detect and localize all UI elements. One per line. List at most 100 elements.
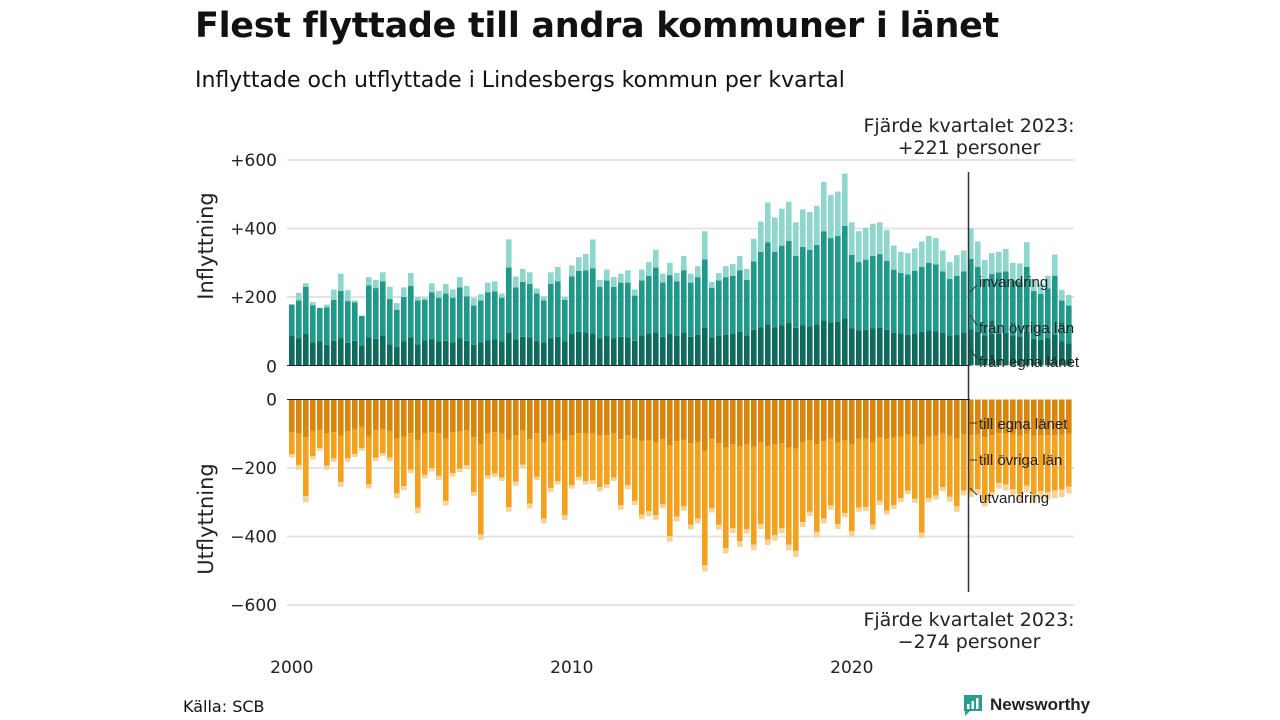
outflow-bars [289, 399, 1072, 572]
y-tick-label: +600 [230, 151, 277, 171]
bar-inflow-own-county [576, 331, 582, 366]
bar-outflow-own-county [1059, 399, 1065, 435]
bar-outflow-own-county [821, 399, 827, 442]
bar-inflow-immigration [1045, 275, 1051, 289]
bar-outflow-other-counties [842, 440, 848, 514]
bar-outflow-other-counties [590, 433, 596, 481]
bar-outflow-own-county [492, 399, 498, 433]
bar-outflow-emigration [954, 506, 960, 512]
bar-outflow-own-county [961, 399, 967, 435]
x-tick-label: 2020 [830, 658, 873, 678]
bar-outflow-emigration [975, 489, 981, 495]
bar-outflow-other-counties [1003, 433, 1009, 485]
bar-outflow-emigration [793, 550, 799, 558]
inflow-axis-title: Inflyttning [194, 192, 218, 299]
bar-outflow-emigration [289, 454, 295, 458]
bar-inflow-immigration [975, 241, 981, 267]
bar-outflow-other-counties [821, 441, 827, 519]
bar-inflow-own-county [324, 344, 330, 366]
bar-outflow-other-counties [926, 436, 932, 499]
bar-outflow-other-counties [597, 435, 603, 488]
bar-outflow-own-county [793, 399, 799, 449]
annotation-bottom-line2: −274 personer [898, 631, 1041, 653]
bar-outflow-emigration [814, 531, 820, 538]
bar-outflow-own-county [387, 399, 393, 432]
bar-inflow-other-counties [590, 268, 596, 334]
bar-inflow-immigration [471, 298, 477, 306]
bar-outflow-other-counties [688, 443, 694, 525]
bar-inflow-immigration [905, 253, 911, 275]
bar-outflow-own-county [352, 399, 358, 430]
bar-outflow-other-counties [1045, 435, 1051, 492]
bar-outflow-own-county [499, 399, 505, 434]
bar-outflow-own-county [604, 399, 610, 436]
bar-outflow-emigration [478, 534, 484, 540]
bar-inflow-own-county [436, 341, 442, 366]
bar-outflow-other-counties [884, 439, 890, 511]
bar-inflow-immigration [1017, 263, 1023, 282]
bar-inflow-other-counties [842, 225, 848, 319]
bar-outflow-own-county [296, 399, 302, 434]
bar-inflow-immigration [555, 266, 561, 282]
bar-outflow-other-counties [408, 433, 414, 470]
bar-outflow-own-county [765, 399, 771, 447]
bar-inflow-other-counties [821, 231, 827, 321]
bar-inflow-other-counties [828, 238, 834, 323]
bar-inflow-own-county [352, 340, 358, 366]
bar-outflow-other-counties [450, 432, 456, 474]
bar-outflow-other-counties [296, 433, 302, 465]
bar-outflow-own-county [317, 399, 323, 431]
bar-outflow-other-counties [527, 439, 533, 504]
bar-outflow-emigration [331, 458, 337, 462]
bar-inflow-own-county [723, 334, 729, 366]
bar-outflow-emigration [947, 496, 953, 502]
bar-inflow-other-counties [1017, 281, 1023, 337]
bar-inflow-own-county [842, 318, 848, 366]
bar-outflow-other-counties [429, 432, 435, 468]
bar-outflow-own-county [933, 399, 939, 436]
bar-outflow-emigration [772, 535, 778, 541]
bar-outflow-emigration [618, 504, 624, 510]
bar-outflow-own-county [758, 399, 764, 443]
bar-outflow-other-counties [807, 439, 813, 512]
bar-outflow-own-county [478, 399, 484, 445]
bar-outflow-own-county [345, 399, 351, 432]
bar-inflow-other-counties [359, 315, 365, 346]
bar-inflow-other-counties [835, 236, 841, 322]
bar-inflow-own-county [968, 329, 974, 366]
bar-outflow-own-county [569, 399, 575, 436]
bar-outflow-other-counties [765, 446, 771, 540]
bar-outflow-emigration [352, 453, 358, 458]
bar-outflow-emigration [569, 485, 575, 489]
bar-outflow-emigration [800, 522, 806, 527]
bar-inflow-immigration [646, 262, 652, 276]
bar-inflow-own-county [989, 333, 995, 366]
bar-inflow-other-counties [394, 309, 400, 347]
bar-outflow-other-counties [317, 430, 323, 449]
bar-outflow-other-counties [779, 443, 785, 529]
bar-inflow-other-counties [1066, 305, 1072, 344]
bar-outflow-other-counties [625, 435, 631, 486]
bar-inflow-other-counties [443, 293, 449, 341]
bar-inflow-own-county [1052, 334, 1058, 366]
bar-inflow-own-county [331, 340, 337, 366]
bar-inflow-own-county [821, 320, 827, 366]
bar-outflow-other-counties [380, 428, 386, 454]
bar-outflow-other-counties [877, 437, 883, 501]
bar-outflow-own-county [513, 399, 519, 436]
bar-outflow-emigration [583, 481, 589, 485]
bar-inflow-immigration [912, 248, 918, 271]
bar-outflow-other-counties [940, 433, 946, 488]
bar-inflow-immigration [618, 273, 624, 283]
bar-outflow-other-counties [716, 443, 722, 525]
bar-inflow-other-counties [303, 286, 309, 334]
bar-inflow-other-counties [548, 283, 554, 339]
bar-inflow-own-county [415, 344, 421, 366]
bar-inflow-own-county [485, 340, 491, 366]
bar-inflow-immigration [324, 304, 330, 308]
bar-inflow-own-county [471, 344, 477, 366]
bar-inflow-immigration [457, 277, 463, 288]
bar-outflow-other-counties [303, 437, 309, 497]
bar-outflow-own-county [912, 399, 918, 437]
bar-inflow-own-county [310, 342, 316, 366]
